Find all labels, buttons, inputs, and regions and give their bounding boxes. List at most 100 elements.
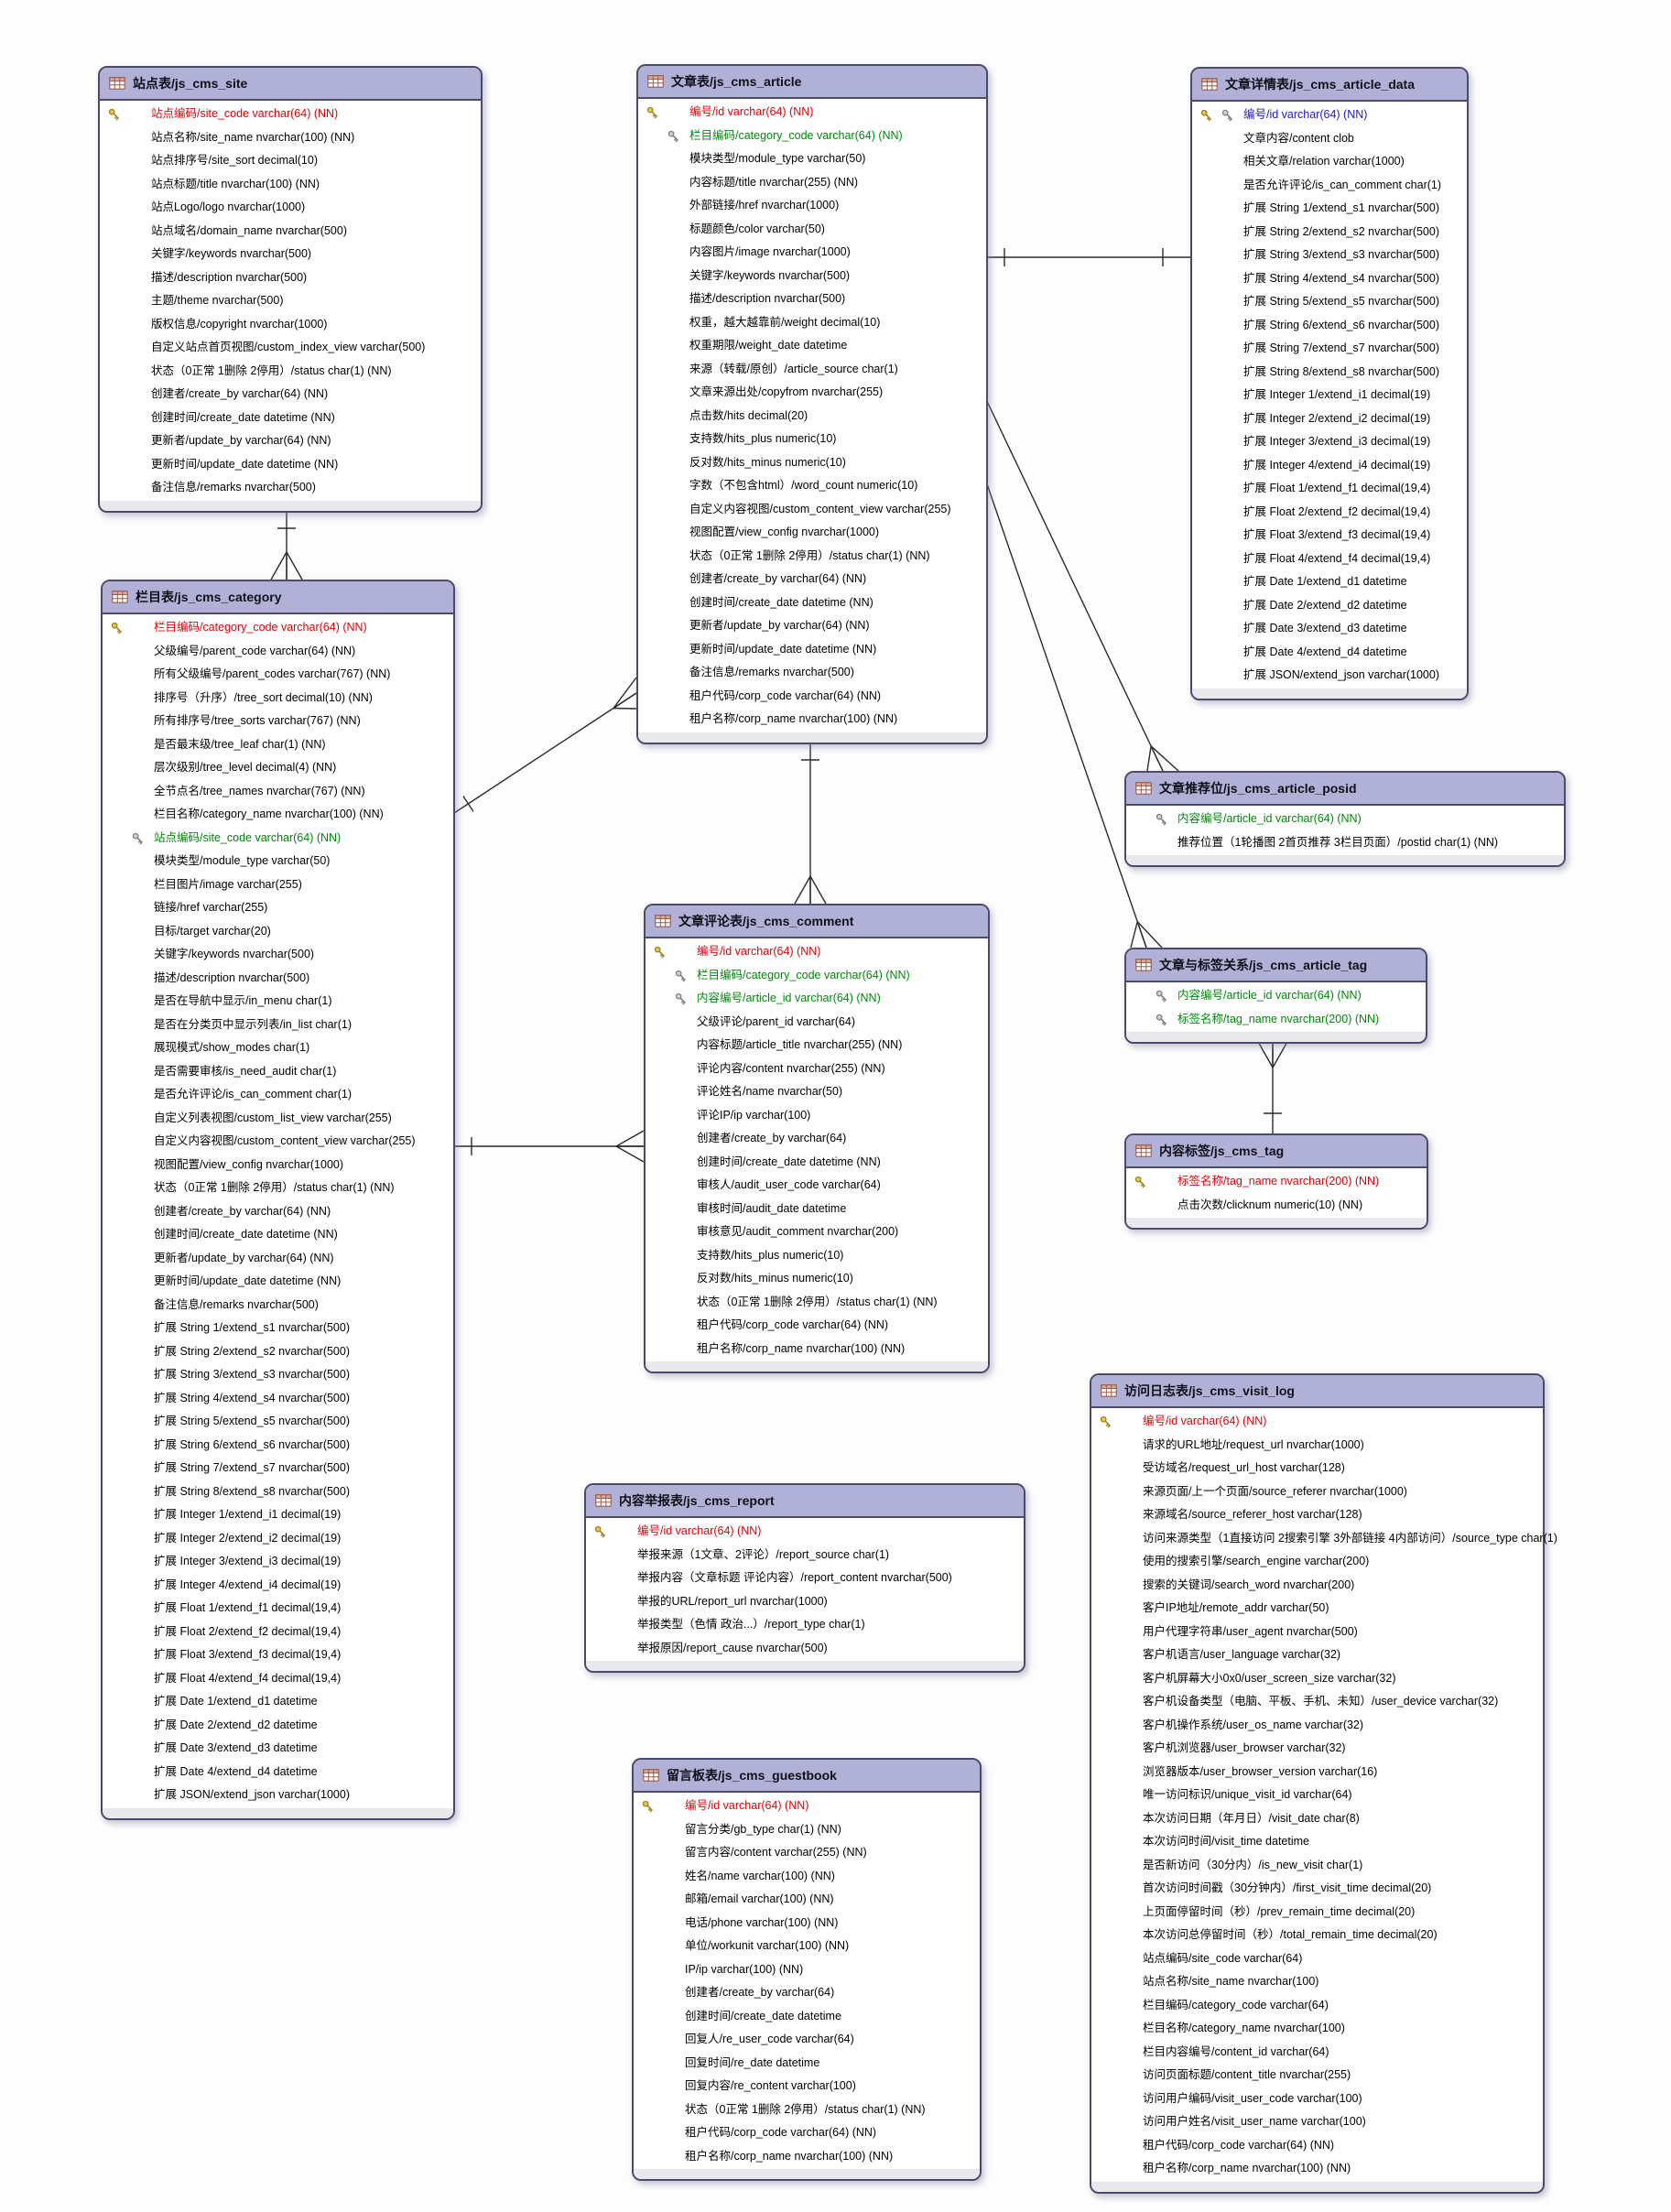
connector-category-to-article bbox=[450, 692, 637, 816]
field-row: 站点Logo/logo nvarchar(1000) bbox=[100, 196, 481, 220]
table-icon bbox=[112, 591, 128, 603]
field-row: 编号/id varchar(64) (NN) bbox=[638, 101, 986, 125]
field-label: 用户代理字符串/user_agent nvarchar(500) bbox=[1143, 1624, 1358, 1638]
entity-table-article-tag[interactable]: 文章与标签关系/js_cms_article_tag 内容编号/article_i… bbox=[1124, 948, 1427, 1044]
entity-table-article-data[interactable]: 文章详情表/js_cms_article_data 编号/id varchar(6… bbox=[1190, 67, 1469, 700]
field-label: 来源域名/source_referer_host varchar(128) bbox=[1143, 1508, 1362, 1521]
table-footer-strip bbox=[586, 1661, 1024, 1671]
field-label: 举报内容（文章标题 评论内容）/report_content nvarchar(… bbox=[637, 1571, 952, 1584]
field-label: 栏目内容编号/content_id varchar(64) bbox=[1143, 2044, 1329, 2058]
field-label: 扩展 String 6/extend_s6 nvarchar(500) bbox=[1243, 318, 1439, 331]
field-row: 站点编码/site_code varchar(64) (NN) bbox=[100, 103, 481, 126]
entity-table-article-posid[interactable]: 文章推荐位/js_cms_article_posid 内容编号/article_i… bbox=[1124, 771, 1566, 867]
field-label: 编号/id varchar(64) (NN) bbox=[1143, 1415, 1267, 1427]
field-row: 扩展 Float 1/extend_f1 decimal(19,4) bbox=[103, 1597, 453, 1621]
field-label: 栏目编码/category_code varchar(64) (NN) bbox=[689, 128, 903, 142]
field-row: 创建者/create_by varchar(64) bbox=[646, 1127, 988, 1151]
field-row: 更新者/update_by varchar(64) (NN) bbox=[100, 429, 481, 453]
field-row: 扩展 Date 2/extend_d2 datetime bbox=[1192, 594, 1467, 618]
field-label: 扩展 Float 1/extend_f1 decimal(19,4) bbox=[154, 1601, 342, 1614]
table-header-article-data: 文章详情表/js_cms_article_data bbox=[1192, 69, 1467, 102]
field-label: 内容图片/image nvarchar(1000) bbox=[689, 245, 851, 258]
connector-article-to-posid bbox=[983, 395, 1164, 772]
entity-table-category[interactable]: 栏目表/js_cms_category 栏目编码/category_code va… bbox=[101, 580, 455, 1820]
field-row: 扩展 String 3/extend_s3 nvarchar(500) bbox=[103, 1363, 453, 1387]
field-label: 扩展 Float 3/extend_f3 decimal(19,4) bbox=[154, 1648, 342, 1661]
field-label: 栏目名称/category_name nvarchar(100) (NN) bbox=[154, 808, 384, 820]
field-row: 更新时间/update_date datetime (NN) bbox=[103, 1270, 453, 1294]
foreign-key-icon bbox=[1221, 108, 1235, 123]
field-row: 栏目编码/category_code varchar(64) (NN) bbox=[638, 125, 986, 148]
field-label: 内容编号/article_id varchar(64) (NN) bbox=[1177, 989, 1362, 1002]
field-row: 扩展 String 5/extend_s5 nvarchar(500) bbox=[1192, 290, 1467, 314]
primary-key-icon bbox=[1134, 1175, 1148, 1189]
field-row: 是否在导航中显示/in_menu char(1) bbox=[103, 990, 453, 1014]
field-label: 扩展 Integer 2/extend_i2 decimal(19) bbox=[1243, 411, 1431, 425]
field-row: 更新时间/update_date datetime (NN) bbox=[100, 453, 481, 477]
field-label: 站点域名/domain_name nvarchar(500) bbox=[151, 223, 347, 237]
field-row: 点击次数/clicknum numeric(10) (NN) bbox=[1126, 1194, 1427, 1218]
field-label: 留言内容/content varchar(255) (NN) bbox=[685, 1846, 867, 1859]
field-row: 搜索的关键词/search_word nvarchar(200) bbox=[1091, 1574, 1543, 1598]
field-label: 视图配置/view_config nvarchar(1000) bbox=[154, 1157, 344, 1171]
crow-foot-category-to-article bbox=[613, 692, 637, 710]
table-title: 留言板表/js_cms_guestbook bbox=[667, 1768, 837, 1783]
field-row: 评论IP/ip varchar(100) bbox=[646, 1104, 988, 1128]
field-row: 创建者/create_by varchar(64) (NN) bbox=[638, 568, 986, 591]
field-row: 审核人/audit_user_code varchar(64) bbox=[646, 1174, 988, 1198]
entity-table-tag[interactable]: 内容标签/js_cms_tag 标签名称/tag_name nvarchar(20… bbox=[1124, 1133, 1428, 1230]
field-row: 创建时间/create_date datetime (NN) bbox=[100, 407, 481, 430]
field-row: 扩展 JSON/extend_json varchar(1000) bbox=[1192, 664, 1467, 688]
entity-table-guestbook[interactable]: 留言板表/js_cms_guestbook 编号/id varchar(64) (… bbox=[632, 1758, 982, 2181]
field-label: 客户机语言/user_language varchar(32) bbox=[1143, 1648, 1341, 1661]
field-row: 上页面停留时间（秒）/prev_remain_time decimal(20) bbox=[1091, 1901, 1543, 1925]
field-row: 邮箱/email varchar(100) (NN) bbox=[634, 1888, 980, 1912]
field-row: 编号/id varchar(64) (NN) bbox=[586, 1520, 1024, 1544]
field-row: 扩展 Integer 1/extend_i1 decimal(19) bbox=[1192, 384, 1467, 407]
field-label: 访问用户姓名/visit_user_name varchar(100) bbox=[1143, 2115, 1366, 2128]
field-label: 扩展 Integer 1/extend_i1 decimal(19) bbox=[154, 1508, 342, 1521]
field-label: 创建时间/create_date datetime (NN) bbox=[697, 1155, 881, 1168]
field-row: 模块类型/module_type varchar(50) bbox=[103, 850, 453, 873]
field-row: 扩展 Date 3/extend_d3 datetime bbox=[1192, 617, 1467, 641]
field-row: 创建者/create_by varchar(64) (NN) bbox=[100, 383, 481, 407]
table-header-tag: 内容标签/js_cms_tag bbox=[1126, 1135, 1427, 1168]
field-row: 扩展 Integer 2/extend_i2 decimal(19) bbox=[103, 1527, 453, 1551]
field-label: 创建者/create_by varchar(64) (NN) bbox=[151, 387, 329, 400]
table-footer-strip bbox=[1091, 2181, 1543, 2192]
entity-table-article[interactable]: 文章表/js_cms_article 编号/id varchar(64) (NN)… bbox=[636, 64, 988, 744]
field-row: 扩展 String 8/extend_s8 nvarchar(500) bbox=[1192, 361, 1467, 385]
field-label: 反对数/hits_minus numeric(10) bbox=[689, 455, 846, 469]
field-label: 编号/id varchar(64) (NN) bbox=[685, 1799, 809, 1812]
field-label: 父级编号/parent_code varchar(64) (NN) bbox=[154, 644, 356, 657]
table-icon bbox=[647, 75, 664, 88]
field-label: 内容编号/article_id varchar(64) (NN) bbox=[1177, 812, 1362, 825]
field-label: 受访域名/request_url_host varchar(128) bbox=[1143, 1461, 1345, 1474]
field-label: 是否允许评论/is_can_comment char(1) bbox=[1243, 178, 1442, 191]
field-row: 租户代码/corp_code varchar(64) (NN) bbox=[634, 2121, 980, 2145]
entity-table-comment[interactable]: 文章评论表/js_cms_comment 编号/id varchar(64) (N… bbox=[644, 904, 990, 1373]
entity-table-site[interactable]: 站点表/js_cms_site 站点编码/site_code varchar(64… bbox=[98, 66, 483, 513]
field-label: 访问来源类型（1直接访问 2搜索引擎 3外部链接 4内部访问）/source_t… bbox=[1143, 1531, 1557, 1545]
field-label: 扩展 String 7/extend_s7 nvarchar(500) bbox=[1243, 342, 1439, 354]
field-label: 描述/description nvarchar(500) bbox=[689, 292, 846, 305]
field-row: 支持数/hits_plus numeric(10) bbox=[638, 428, 986, 451]
crow-foot-category-to-comment bbox=[615, 1145, 645, 1163]
field-row: 推荐位置（1轮播图 2首页推荐 3栏目页面）/postid char(1) (N… bbox=[1126, 831, 1564, 855]
field-label: 租户名称/corp_name nvarchar(100) (NN) bbox=[697, 1341, 906, 1355]
field-label: 扩展 JSON/extend_json varchar(1000) bbox=[1243, 668, 1439, 681]
field-label: 站点编码/site_code varchar(64) (NN) bbox=[151, 107, 339, 120]
field-row: 扩展 String 7/extend_s7 nvarchar(500) bbox=[1192, 337, 1467, 361]
field-label: 扩展 String 4/extend_s4 nvarchar(500) bbox=[1243, 271, 1439, 285]
field-label: 展现模式/show_modes char(1) bbox=[154, 1041, 310, 1054]
field-row: 用户代理字符串/user_agent nvarchar(500) bbox=[1091, 1621, 1543, 1644]
field-label: 更新时间/update_date datetime (NN) bbox=[154, 1274, 342, 1287]
entity-table-report[interactable]: 内容举报表/js_cms_report 编号/id varchar(64) (NN… bbox=[584, 1483, 1025, 1673]
entity-table-visit-log[interactable]: 访问日志表/js_cms_visit_log 编号/id varchar(64) … bbox=[1090, 1373, 1557, 2194]
field-row: 审核意见/audit_comment nvarchar(200) bbox=[646, 1220, 988, 1244]
foreign-key-icon bbox=[1155, 989, 1169, 1003]
field-label: 审核时间/audit_date datetime bbox=[697, 1201, 847, 1215]
field-row: 回复人/re_user_code varchar(64) bbox=[634, 2028, 980, 2052]
field-label: 站点Logo/logo nvarchar(1000) bbox=[151, 201, 306, 213]
field-label: 扩展 String 1/extend_s1 nvarchar(500) bbox=[1243, 201, 1439, 214]
